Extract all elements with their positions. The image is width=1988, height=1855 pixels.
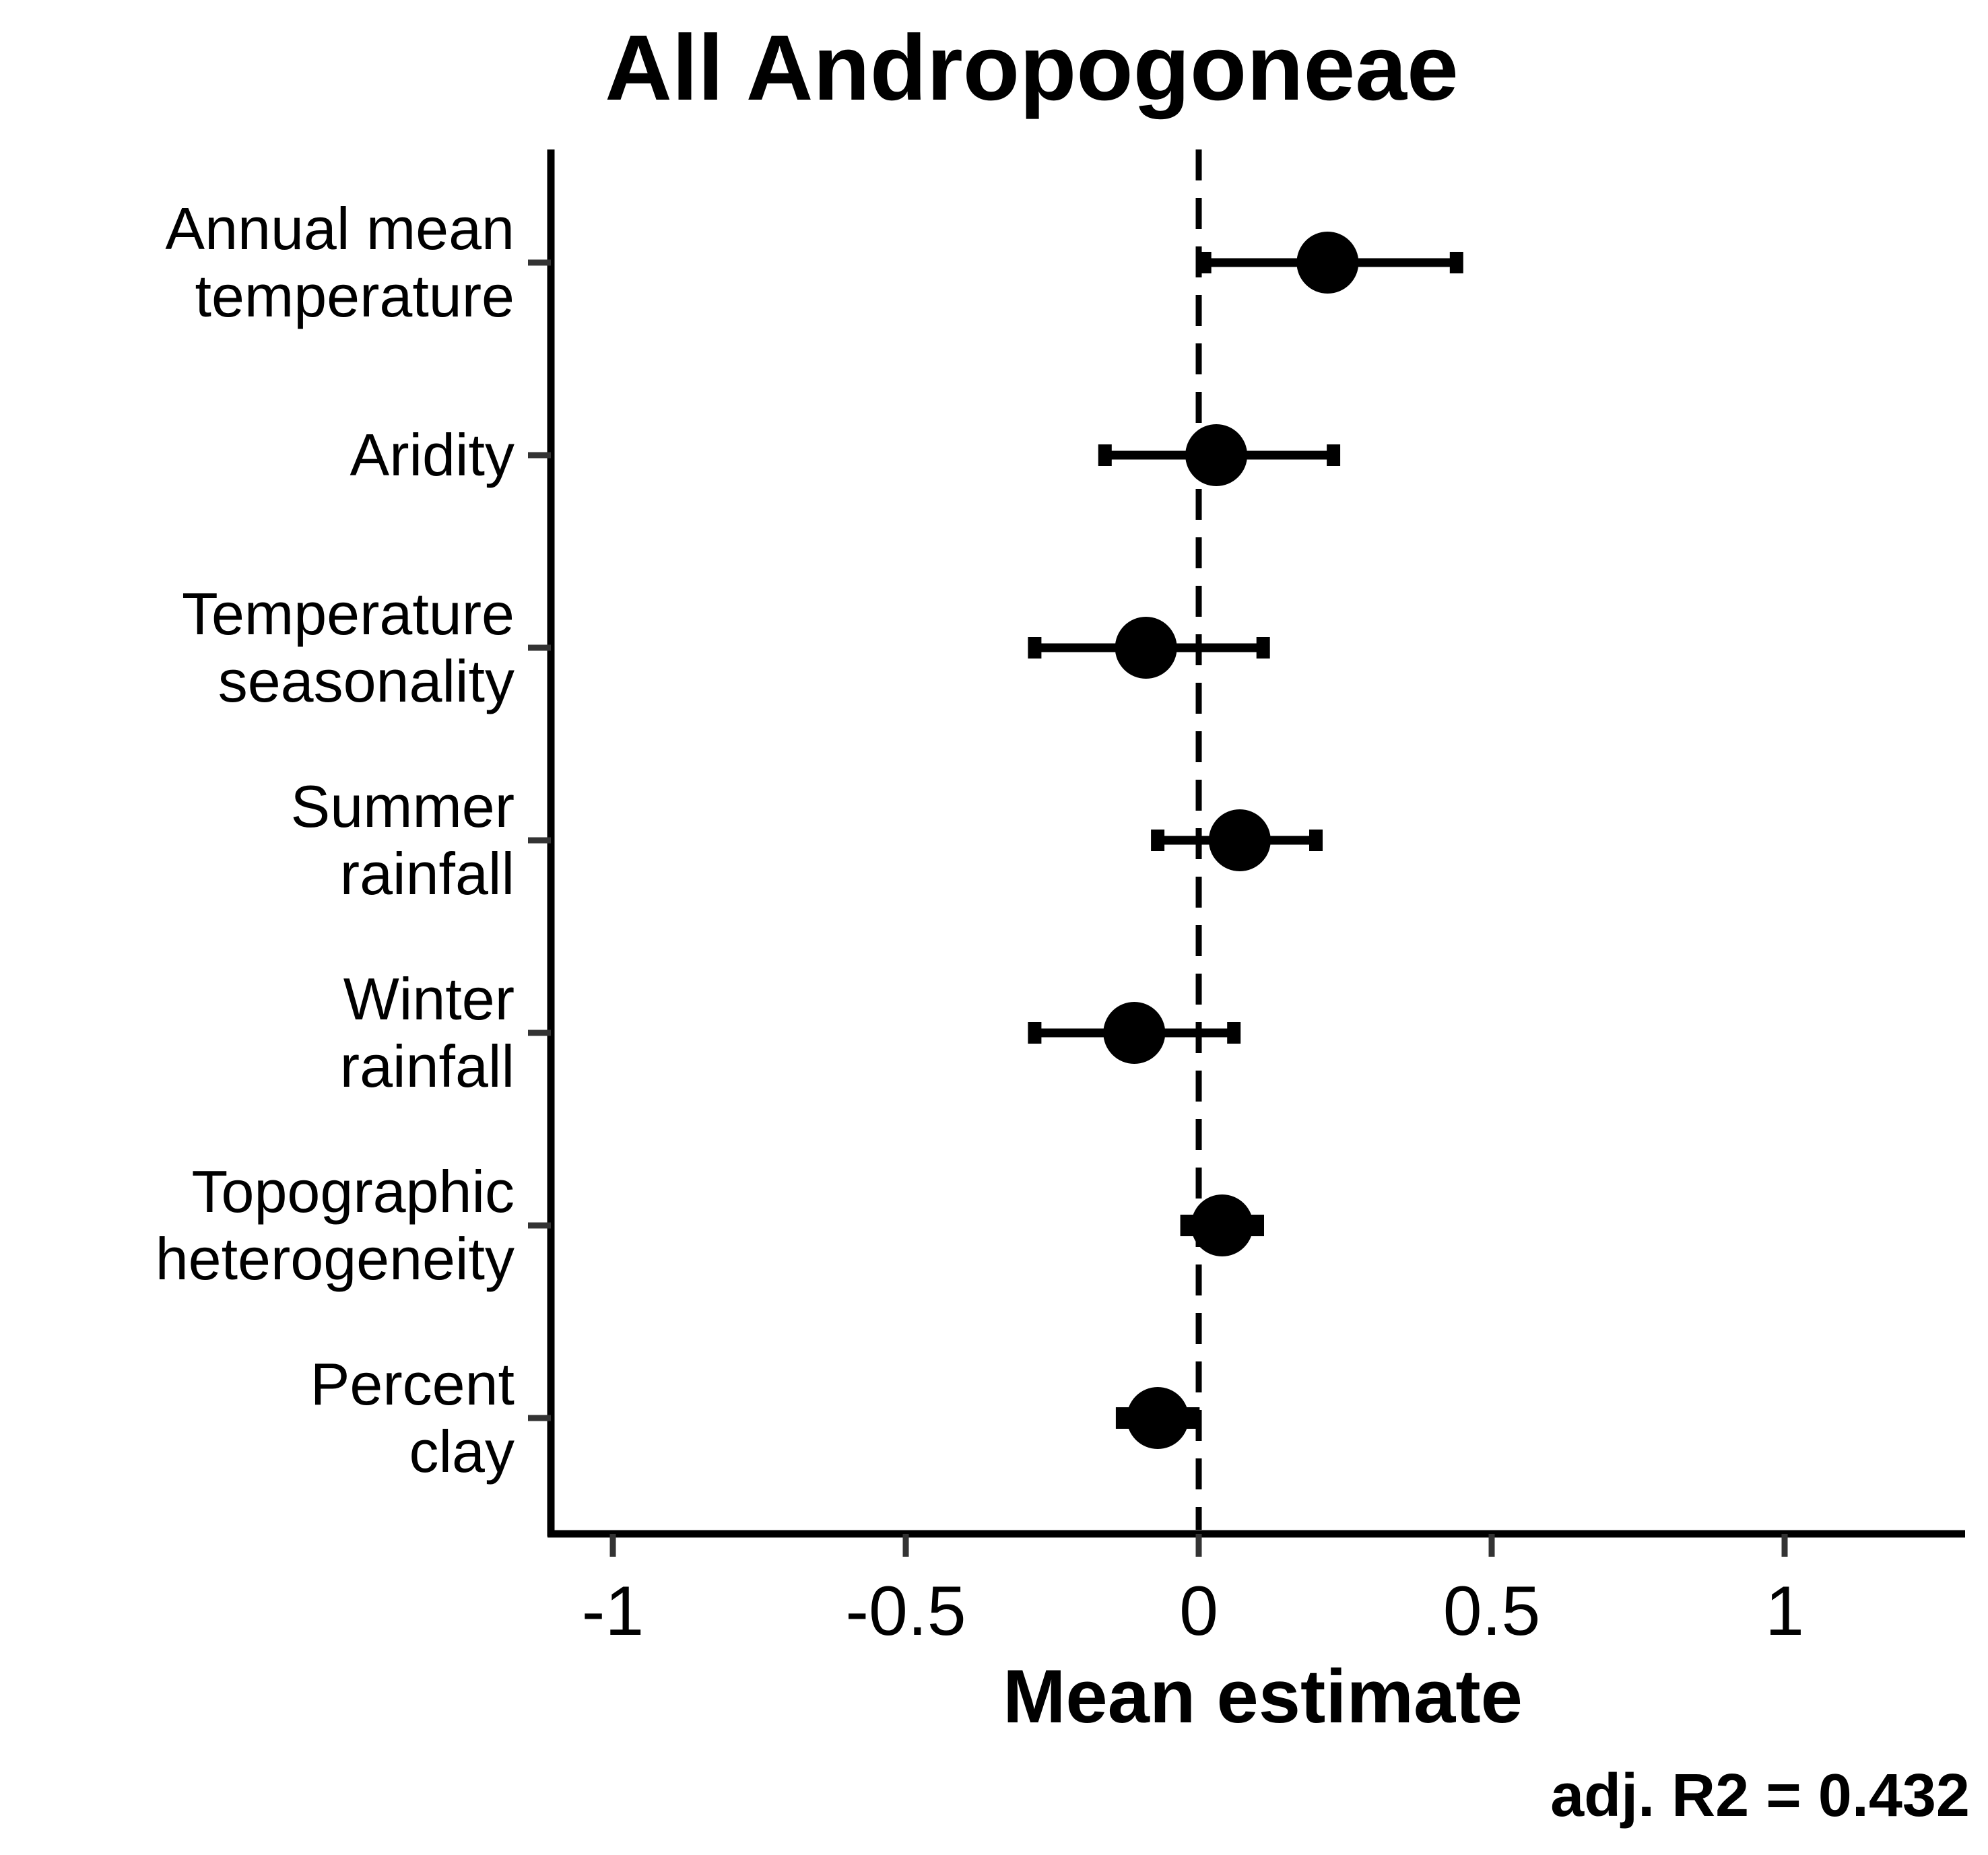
estimate-point [1208,809,1271,871]
error-bar-cap-lower [1028,1022,1042,1044]
error-bar-cap-upper [1327,444,1341,466]
error-bar-cap-upper [1256,637,1270,659]
y-tick-label: Percent [310,1351,515,1417]
error-bar-cap-upper [1186,1407,1200,1429]
x-tick-label: 0 [1179,1572,1218,1650]
error-bar-cap-lower [1098,444,1112,466]
y-tick-label: rainfall [340,840,515,907]
x-axis-ticks: -1 -0.5 0 0.5 1 [582,1534,1804,1650]
error-bar-cap-upper [1251,1215,1264,1236]
adj-r2-annotation: adj. R2 = 0.432 [1550,1762,1970,1829]
y-tick-label: temperature [195,263,515,329]
chart-title: All Andropogoneae [605,16,1459,120]
estimate-point [1115,617,1177,679]
estimate-point [1127,1387,1189,1449]
plot-marks [1028,232,1463,1449]
error-bar-cap-upper [1227,1022,1241,1044]
estimate-point [1103,1002,1166,1064]
x-axis-label: Mean estimate [1003,1654,1523,1739]
y-tick-label: Summer [291,773,515,840]
y-tick-label: Winter [343,966,515,1032]
x-tick-label: 1 [1765,1572,1804,1650]
y-tick-label: heterogeneity [156,1225,515,1292]
error-bar-cap-lower [1151,830,1165,851]
error-bar-cap-lower [1028,637,1042,659]
error-bar-cap-lower [1180,1215,1194,1236]
y-tick-label: Annual mean [165,195,515,262]
y-tick-label: Aridity [350,421,515,488]
y-tick-label: Topographic [192,1158,515,1225]
x-tick-label: -1 [582,1572,644,1650]
error-bar-cap-lower [1197,252,1212,273]
error-bar-cap-lower [1115,1407,1129,1429]
y-tick-label: seasonality [218,648,515,714]
estimate-point [1296,232,1359,294]
estimate-point [1191,1194,1253,1256]
error-bar-cap-upper [1449,252,1463,273]
estimate-point [1185,424,1248,486]
y-tick-label: Temperature [182,580,515,647]
error-bar-cap-upper [1309,830,1323,851]
x-tick-label: -0.5 [845,1572,966,1650]
y-tick-label: clay [409,1418,515,1485]
y-tick-label: rainfall [340,1033,515,1100]
x-tick-label: 0.5 [1443,1572,1541,1650]
